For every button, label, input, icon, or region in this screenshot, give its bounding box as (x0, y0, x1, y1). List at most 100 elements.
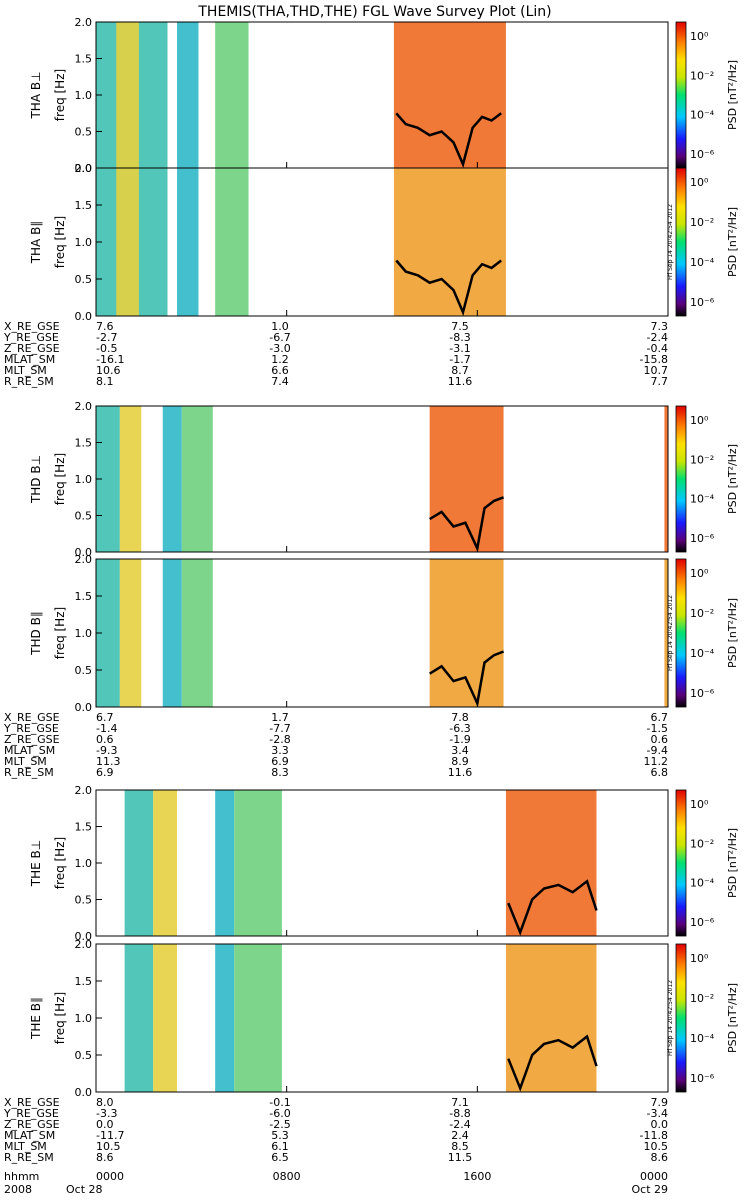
ephemeris-row-label: R_RE_SM (4, 1151, 54, 1164)
y-tick-label: 1.5 (75, 53, 93, 66)
ephemeris-value: 1.7 (271, 711, 289, 724)
colorbar-tick-label: 10⁻⁶ (690, 916, 715, 929)
timestamp-stamp: Fri Sep 14 20:42:54 2012 (667, 980, 674, 1056)
ephemeris-value: 11.5 (448, 1151, 473, 1164)
colorbar-tick-label: 10⁻⁶ (690, 148, 715, 161)
colorbar-tick-label: 10⁰ (690, 567, 709, 580)
ephemeris-value: -9.4 (647, 744, 668, 757)
ephemeris-value: 7.1 (451, 1096, 469, 1109)
ephemeris-row-label: MLAT_SM (4, 1129, 55, 1142)
y-tick-label: 0.0 (75, 310, 93, 323)
spectrogram-block (215, 168, 249, 316)
ephemeris-row-label: Y_RE_GSE (3, 722, 59, 735)
cyclotron-freq-line (507, 879, 598, 936)
ephemeris-thd: X_RE_GSE 6.7 1.7 7.8 6.7 Y_RE_GSE -1.4 -7.7 -6.3… (3, 711, 668, 779)
panel-name: THE B∥ (29, 997, 43, 1040)
y-tick-label: 0.5 (75, 664, 93, 677)
y-tick-label: 1.5 (75, 590, 93, 603)
ephemeris-value: 7.6 (96, 320, 114, 333)
colorbar-tick-label: 10⁻⁶ (690, 532, 715, 545)
cyclotron-freq-line (429, 650, 505, 708)
spectrogram-block (215, 22, 249, 168)
ephemeris-value: 11.3 (96, 755, 121, 768)
y-tick-label: 1.0 (75, 627, 93, 640)
y-tick-label: 0.5 (75, 273, 93, 286)
colorbar-tick-label: 10⁻⁴ (690, 109, 715, 122)
spectrogram-block (215, 944, 235, 1092)
colorbar-label: PSD [nT²/Hz] (726, 598, 739, 668)
ephemeris-value: 11.6 (448, 375, 473, 388)
colorbar-tick-label: 10⁰ (690, 414, 709, 427)
y-axis-label: freq [Hz] (53, 69, 67, 121)
ephemeris-value: -0.5 (96, 342, 117, 355)
y-tick-label: 0.0 (75, 701, 93, 714)
ephemeris-value: 6.1 (271, 1140, 289, 1153)
time-tick-label: 0800 (273, 1170, 301, 1183)
spectrogram-block (162, 406, 182, 552)
ephemeris-value: 3.4 (451, 744, 469, 757)
colorbar-tick-label: 10⁻⁶ (690, 687, 715, 700)
ephemeris-value: 6.5 (271, 1151, 289, 1164)
spectrogram-block (119, 559, 142, 707)
ephemeris-value: 8.0 (96, 1096, 114, 1109)
colorbar-tick-label: 10⁻⁶ (690, 1072, 715, 1085)
ephemeris-value: 6.9 (271, 755, 289, 768)
cyclotron-freq-line (395, 112, 502, 169)
ephemeris-value: -16.1 (96, 353, 124, 366)
spectrogram-block (177, 168, 199, 316)
colorbar-tick-label: 10⁻² (690, 992, 714, 1005)
ephemeris-value: 0.0 (651, 1118, 669, 1131)
cyclotron-freq-line (429, 496, 505, 553)
ephemeris-row-label: X_RE_GSE (4, 711, 60, 724)
ephemeris-value: 7.5 (451, 320, 469, 333)
ephemeris-value: 8.3 (271, 766, 289, 779)
ephemeris-row-label: Y_RE_GSE (3, 1107, 59, 1120)
ephemeris-value: -6.3 (449, 722, 470, 735)
ephemeris-row-label: X_RE_GSE (4, 320, 60, 333)
colorbar (675, 167, 687, 317)
ephemeris-value: 0.6 (651, 733, 669, 746)
ephemeris-value: 7.3 (651, 320, 669, 333)
ephemeris-value: 1.2 (271, 353, 289, 366)
y-tick-label: 2.0 (75, 16, 93, 29)
ephemeris-value: -9.3 (96, 744, 117, 757)
ephemeris-value: 8.6 (96, 1151, 114, 1164)
spectrogram-block (234, 944, 282, 1092)
panel-the-1: 2.0 1.5 1.0 0.5 0.0 freq [Hz] THE B∥ 10⁰ 10⁻² 10⁻… (29, 938, 739, 1099)
spectrogram-block (162, 559, 182, 707)
spectrogram-block (429, 559, 504, 707)
ephemeris-value: -11.8 (640, 1129, 668, 1142)
panel-thd-0: 2.0 1.5 1.0 0.5 0.0 freq [Hz] THD B⊥ 10⁰ 10⁻² 10⁻… (29, 400, 739, 559)
ephemeris-value: 6.7 (96, 711, 114, 724)
ephemeris-value: 8.6 (651, 1151, 669, 1164)
ephemeris-row-label: Y_RE_GSE (3, 331, 59, 344)
spectrogram-block (393, 22, 506, 168)
ephemeris-row-label: X_RE_GSE (4, 1096, 60, 1109)
ephemeris-value: -3.0 (269, 342, 290, 355)
ephemeris-row-label: R_RE_SM (4, 375, 54, 388)
panel-name: THA B⊥ (29, 71, 43, 119)
colorbar-label: PSD [nT²/Hz] (726, 207, 739, 277)
ephemeris-value: -2.7 (96, 331, 117, 344)
ephemeris-value: -7.7 (269, 722, 290, 735)
y-axis-label: freq [Hz] (53, 607, 67, 659)
ephemeris-value: -3.3 (96, 1107, 117, 1120)
ephemeris-value: 6.7 (651, 711, 669, 724)
colorbar-label: PSD [nT²/Hz] (726, 828, 739, 898)
timestamp-stamp: Fri Sep 14 20:42:54 2012 (667, 595, 674, 671)
spectrogram-block (664, 406, 668, 552)
spectrogram-block (664, 559, 668, 707)
time-tick-label: 0000 (96, 1170, 124, 1183)
ephemeris-value: 6.6 (271, 364, 289, 377)
spectrogram-block (505, 790, 597, 936)
ephemeris-row-label: Z_RE_GSE (4, 342, 60, 355)
colorbar-tick-label: 10⁻² (690, 607, 714, 620)
ephemeris-value: -11.7 (96, 1129, 124, 1142)
y-tick-label: 0.0 (75, 1086, 93, 1099)
ephemeris-group: X_RE_GSE 7.6 1.0 7.5 7.3 Y_RE_GSE -2.7 -6.7 -8.3… (3, 320, 668, 1164)
y-tick-label: 1.5 (75, 199, 93, 212)
ephemeris-value: -1.5 (647, 722, 668, 735)
colorbar-tick-label: 10⁻⁶ (690, 296, 715, 309)
ephemeris-value: -0.4 (647, 342, 668, 355)
